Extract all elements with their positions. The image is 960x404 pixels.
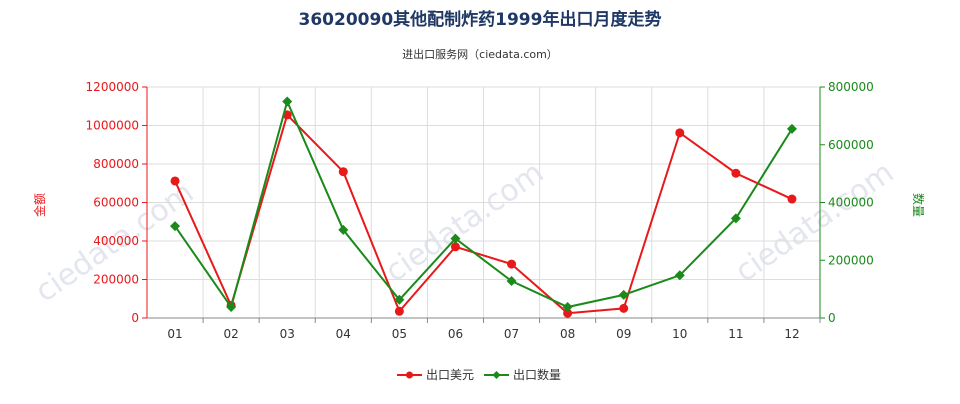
y-left-tick-label: 200000 — [93, 273, 139, 287]
y-axis-right-label: 数量 — [911, 193, 926, 217]
grid — [146, 86, 821, 319]
x-tick-label: 07 — [504, 327, 519, 341]
legend-label-amount: 出口美元 — [426, 368, 474, 382]
data-point-quantity — [506, 276, 517, 287]
x-tick-label: 05 — [392, 327, 407, 341]
data-point-quantity — [394, 294, 405, 305]
data-point-amount — [394, 306, 404, 316]
x-tick-label: 11 — [728, 327, 743, 341]
x-tick-label: 03 — [280, 327, 295, 341]
data-point-amount — [170, 176, 180, 186]
legend-marker-amount — [406, 371, 413, 379]
x-tick-label: 02 — [223, 327, 238, 341]
data-point-quantity — [170, 221, 181, 232]
y-right-tick-label: 200000 — [828, 253, 874, 267]
y-right-tick-label: 400000 — [828, 196, 874, 210]
axes: 0 200000 400000 600000 800000 1000000 1200000 0… — [86, 80, 874, 341]
data-point-quantity — [226, 302, 237, 313]
series — [170, 96, 797, 318]
series-line-amount — [174, 113, 793, 315]
x-tick-label: 06 — [448, 327, 463, 341]
y-left-tick-label: 1000000 — [86, 119, 139, 133]
watermark: ciedata.com ciedata.com ciedata.com — [29, 155, 900, 309]
chart-subtitle: 进出口服务网（ciedata.com） — [402, 47, 558, 61]
chart-title: 36020090其他配制炸药1999年出口月度走势 — [299, 9, 662, 30]
data-point-amount — [507, 259, 517, 269]
legend-label-quantity: 出口数量 — [513, 367, 561, 382]
data-point-amount — [619, 303, 629, 313]
y-left-tick-label: 1200000 — [86, 80, 139, 94]
data-point-quantity — [618, 289, 629, 300]
x-tick-label: 09 — [616, 327, 631, 341]
data-point-amount — [338, 167, 348, 177]
y-left-tick-label: 400000 — [93, 234, 139, 248]
x-tick-label: 01 — [167, 327, 182, 341]
x-tick-label: 08 — [560, 327, 575, 341]
y-right-tick-label: 800000 — [828, 80, 874, 94]
data-point-amount — [563, 308, 573, 318]
y-left-tick-label: 600000 — [93, 196, 139, 210]
legend-item-amount[interactable]: 出口美元 — [397, 368, 474, 382]
data-point-quantity — [282, 96, 293, 107]
y-left-tick-label: 800000 — [93, 157, 139, 171]
data-point-amount — [450, 242, 460, 252]
x-tick-label: 04 — [336, 327, 351, 341]
data-point-quantity — [730, 213, 741, 224]
legend: 出口美元 出口数量 — [397, 367, 561, 382]
data-point-amount — [675, 128, 685, 138]
x-tick-label: 10 — [672, 327, 687, 341]
y-right-tick-label: 600000 — [828, 138, 874, 152]
y-left-tick-label: 0 — [131, 311, 139, 325]
data-point-quantity — [450, 233, 461, 244]
watermark-text: ciedata.com — [729, 155, 900, 289]
data-point-quantity — [338, 224, 349, 235]
data-point-quantity — [786, 123, 797, 134]
y-right-tick-label: 0 — [828, 311, 836, 325]
data-point-quantity — [674, 270, 685, 281]
data-point-amount — [787, 194, 797, 204]
watermark-text: ciedata.com — [379, 155, 550, 289]
data-point-amount — [731, 168, 741, 178]
y-axis-left-label: 金额 — [32, 193, 47, 217]
series-line-quantity — [174, 98, 793, 310]
x-tick-label: 12 — [784, 327, 799, 341]
legend-marker-quantity — [492, 371, 501, 379]
legend-item-quantity[interactable]: 出口数量 — [484, 367, 561, 382]
data-point-quantity — [562, 302, 573, 313]
